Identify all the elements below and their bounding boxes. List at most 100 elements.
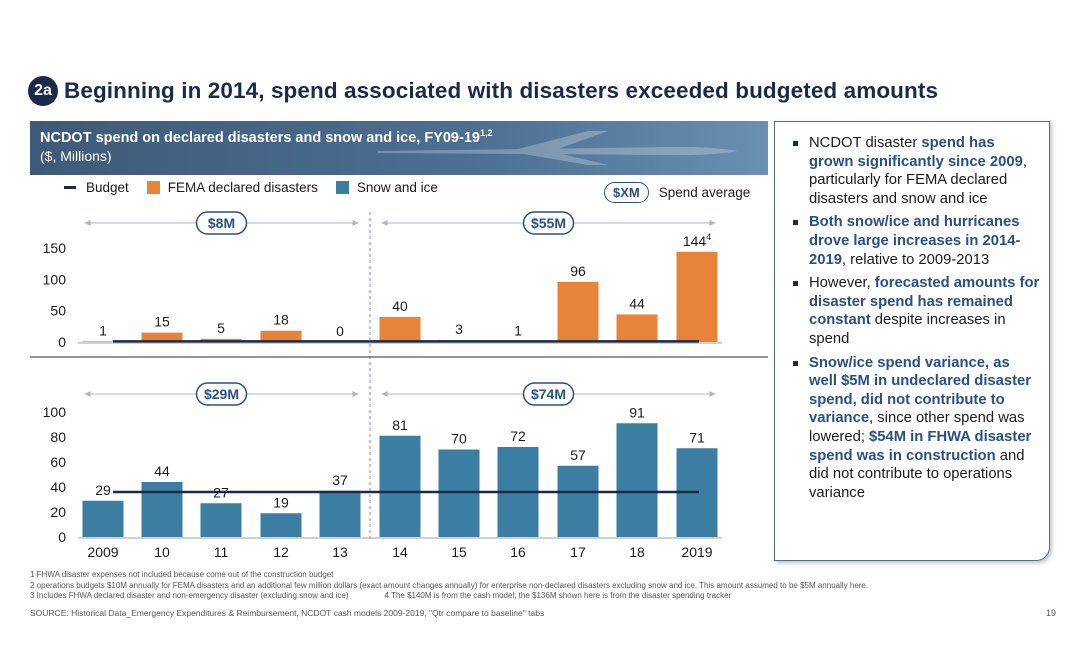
data-label: 40: [392, 298, 408, 314]
data-label: 1444: [683, 232, 711, 249]
takeaway-list: NCDOT disaster spend has grown significa…: [789, 134, 1041, 502]
bar-snow: [260, 513, 302, 537]
bar-fema: [141, 332, 183, 342]
legend-item-snow: Snow and ice: [335, 180, 438, 195]
bar-fema: [82, 341, 124, 342]
page-number: 19: [1045, 608, 1056, 618]
average-pill-label: $55M: [531, 215, 566, 231]
bar-fema: [379, 316, 421, 342]
takeaway-emphasis: Both snow/ice and hurricanes drove large…: [809, 214, 1021, 268]
x-tick-label: 12: [273, 544, 289, 560]
average-pill: [195, 382, 248, 406]
takeaway-emphasis: spend has grown significantly since 2009: [809, 135, 1023, 170]
data-label: 29: [95, 482, 111, 498]
x-tick-label: 18: [629, 544, 645, 560]
airplane-watermark-icon: [378, 131, 738, 165]
bar-snow: [616, 423, 658, 537]
footnote-4: 4 The $140M is from the cash model; the …: [384, 591, 732, 600]
takeaway-text: However,: [809, 275, 875, 292]
average-pill-label: $29M: [204, 386, 239, 402]
takeaway-bullet: Snow/ice spend variance, as well $5M in …: [789, 354, 1041, 503]
average-pill: [522, 211, 575, 235]
bar-fema: [616, 314, 658, 342]
takeaway-text: , relative to 2009-2013: [841, 251, 990, 268]
takeaway-text: NCDOT disaster: [809, 135, 922, 151]
data-label: 37: [332, 472, 348, 488]
chart-header: NCDOT spend on declared disasters and sn…: [30, 121, 768, 175]
data-label: 0: [336, 323, 344, 339]
data-label: 5: [217, 320, 225, 336]
fema-swatch: [146, 181, 160, 194]
arrow-left-icon: [84, 220, 91, 226]
x-tick-label: 13: [332, 544, 348, 560]
takeaway-text: despite increases in spend: [809, 312, 1006, 347]
takeaway-bullet: NCDOT disaster spend has grown significa…: [789, 134, 1041, 208]
y-tick-label: 0: [58, 334, 66, 350]
x-tick-label: 11: [214, 544, 229, 560]
bar-fema: [260, 330, 302, 342]
arrow-right-icon: [709, 391, 716, 397]
arrow-right-icon: [352, 391, 359, 397]
average-pill: [522, 382, 575, 406]
data-label: 1: [99, 322, 107, 338]
bar-snow: [200, 503, 242, 537]
data-label: 18: [273, 312, 289, 328]
data-label: 44: [629, 295, 645, 311]
bar-snow: [379, 435, 421, 537]
data-label: 15: [154, 314, 170, 330]
y-tick-label: 80: [50, 429, 66, 445]
takeaway-text: and did not contribute to operations var…: [809, 447, 1025, 501]
data-label: 72: [510, 428, 526, 444]
arrow-right-icon: [709, 220, 716, 226]
bar-fema: [676, 251, 718, 342]
title-row: 2a Beginning in 2014, spend associated w…: [28, 76, 938, 106]
takeaway-text: , since other spend was lowered;: [809, 410, 1025, 445]
key-takeaways-box: NCDOT disaster spend has grown significa…: [774, 121, 1050, 561]
x-tick-label: 15: [451, 544, 467, 560]
footnote-3: 3 Includes FHWA declared disaster and no…: [30, 591, 349, 600]
snow-swatch: [335, 181, 349, 194]
arrow-left-icon: [84, 391, 91, 397]
x-tick-label: 14: [392, 544, 408, 560]
x-tick-label: 16: [510, 544, 526, 560]
average-pill-label: $8M: [208, 215, 235, 231]
takeaway-bullet: Both snow/ice and hurricanes drove large…: [789, 213, 1041, 269]
footnote-2: 2 operations budgets $10M annually for F…: [30, 580, 869, 590]
chart-subtitle: ($, Millions): [40, 147, 112, 164]
spend-average-key: $XM Spend average: [604, 182, 750, 203]
arrow-left-icon: [381, 391, 388, 397]
data-label: 57: [570, 447, 586, 463]
data-label: 81: [392, 417, 408, 433]
data-label: 1: [514, 322, 522, 338]
legend-item-budget: Budget: [64, 180, 129, 195]
y-tick-label: 100: [43, 271, 67, 287]
data-label: 91: [629, 404, 645, 420]
average-pill-label: $74M: [531, 386, 566, 402]
y-tick-label: 0: [58, 529, 66, 545]
chart-title: NCDOT spend on declared disasters and sn…: [40, 128, 493, 146]
x-tick-label: 17: [570, 544, 586, 560]
data-label: 3: [455, 321, 463, 337]
y-tick-label: 60: [50, 454, 66, 470]
y-tick-label: 40: [50, 479, 66, 495]
takeaway-emphasis: forecasted amounts for disaster spend ha…: [809, 275, 1040, 329]
spend-key-pill: $XM: [604, 182, 649, 203]
x-tick-label: 2009: [87, 544, 118, 560]
takeaway-emphasis: Snow/ice spend variance, as well $5M in …: [809, 354, 1032, 427]
y-tick-label: 100: [43, 404, 67, 420]
page-title: Beginning in 2014, spend associated with…: [64, 78, 939, 103]
arrow-left-icon: [381, 220, 388, 226]
data-label: 96: [570, 263, 586, 279]
takeaway-bullet: However, forecasted amounts for disaster…: [789, 274, 1041, 348]
chart-legend: Budget FEMA declared disasters Snow and …: [64, 180, 456, 195]
chart-panel-fema: 0 50 100 150 1 15 5 18 0 40 3 1 96 44 1444 $8M $55M: [43, 211, 722, 350]
bar-fema: [557, 281, 599, 342]
source-note: SOURCE: Historical Data_Emergency Expend…: [30, 608, 545, 618]
footnote-1: 1 FHWA disaster expenses not included be…: [30, 570, 334, 579]
bar-snow: [319, 490, 361, 537]
x-tick-label: 2019: [681, 544, 712, 560]
data-label: 19: [273, 494, 289, 510]
y-tick-label: 150: [43, 240, 67, 256]
